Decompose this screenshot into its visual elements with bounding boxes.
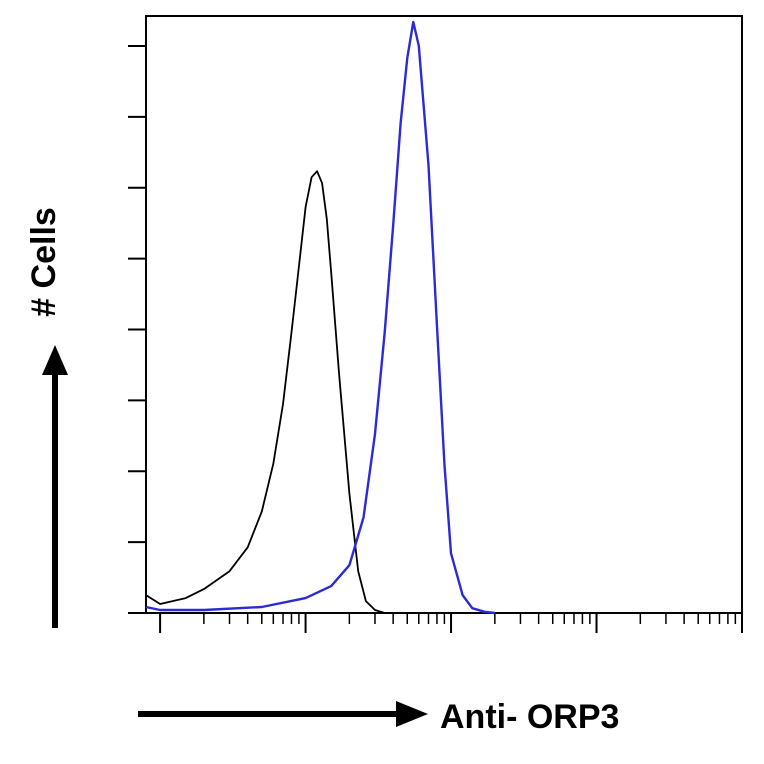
x-axis-label: Anti- ORP3 (440, 698, 619, 736)
series-layer (145, 20, 495, 615)
plot-frame (145, 15, 743, 614)
x-axis-arrowhead (396, 701, 428, 727)
y-axis-arrowhead (42, 345, 68, 375)
y-axis-ticks (128, 45, 146, 614)
y-axis-label: # Cells (25, 207, 63, 317)
series-line-1 (145, 170, 394, 614)
series-line-2 (145, 20, 495, 615)
x-axis-ticks (159, 613, 743, 633)
